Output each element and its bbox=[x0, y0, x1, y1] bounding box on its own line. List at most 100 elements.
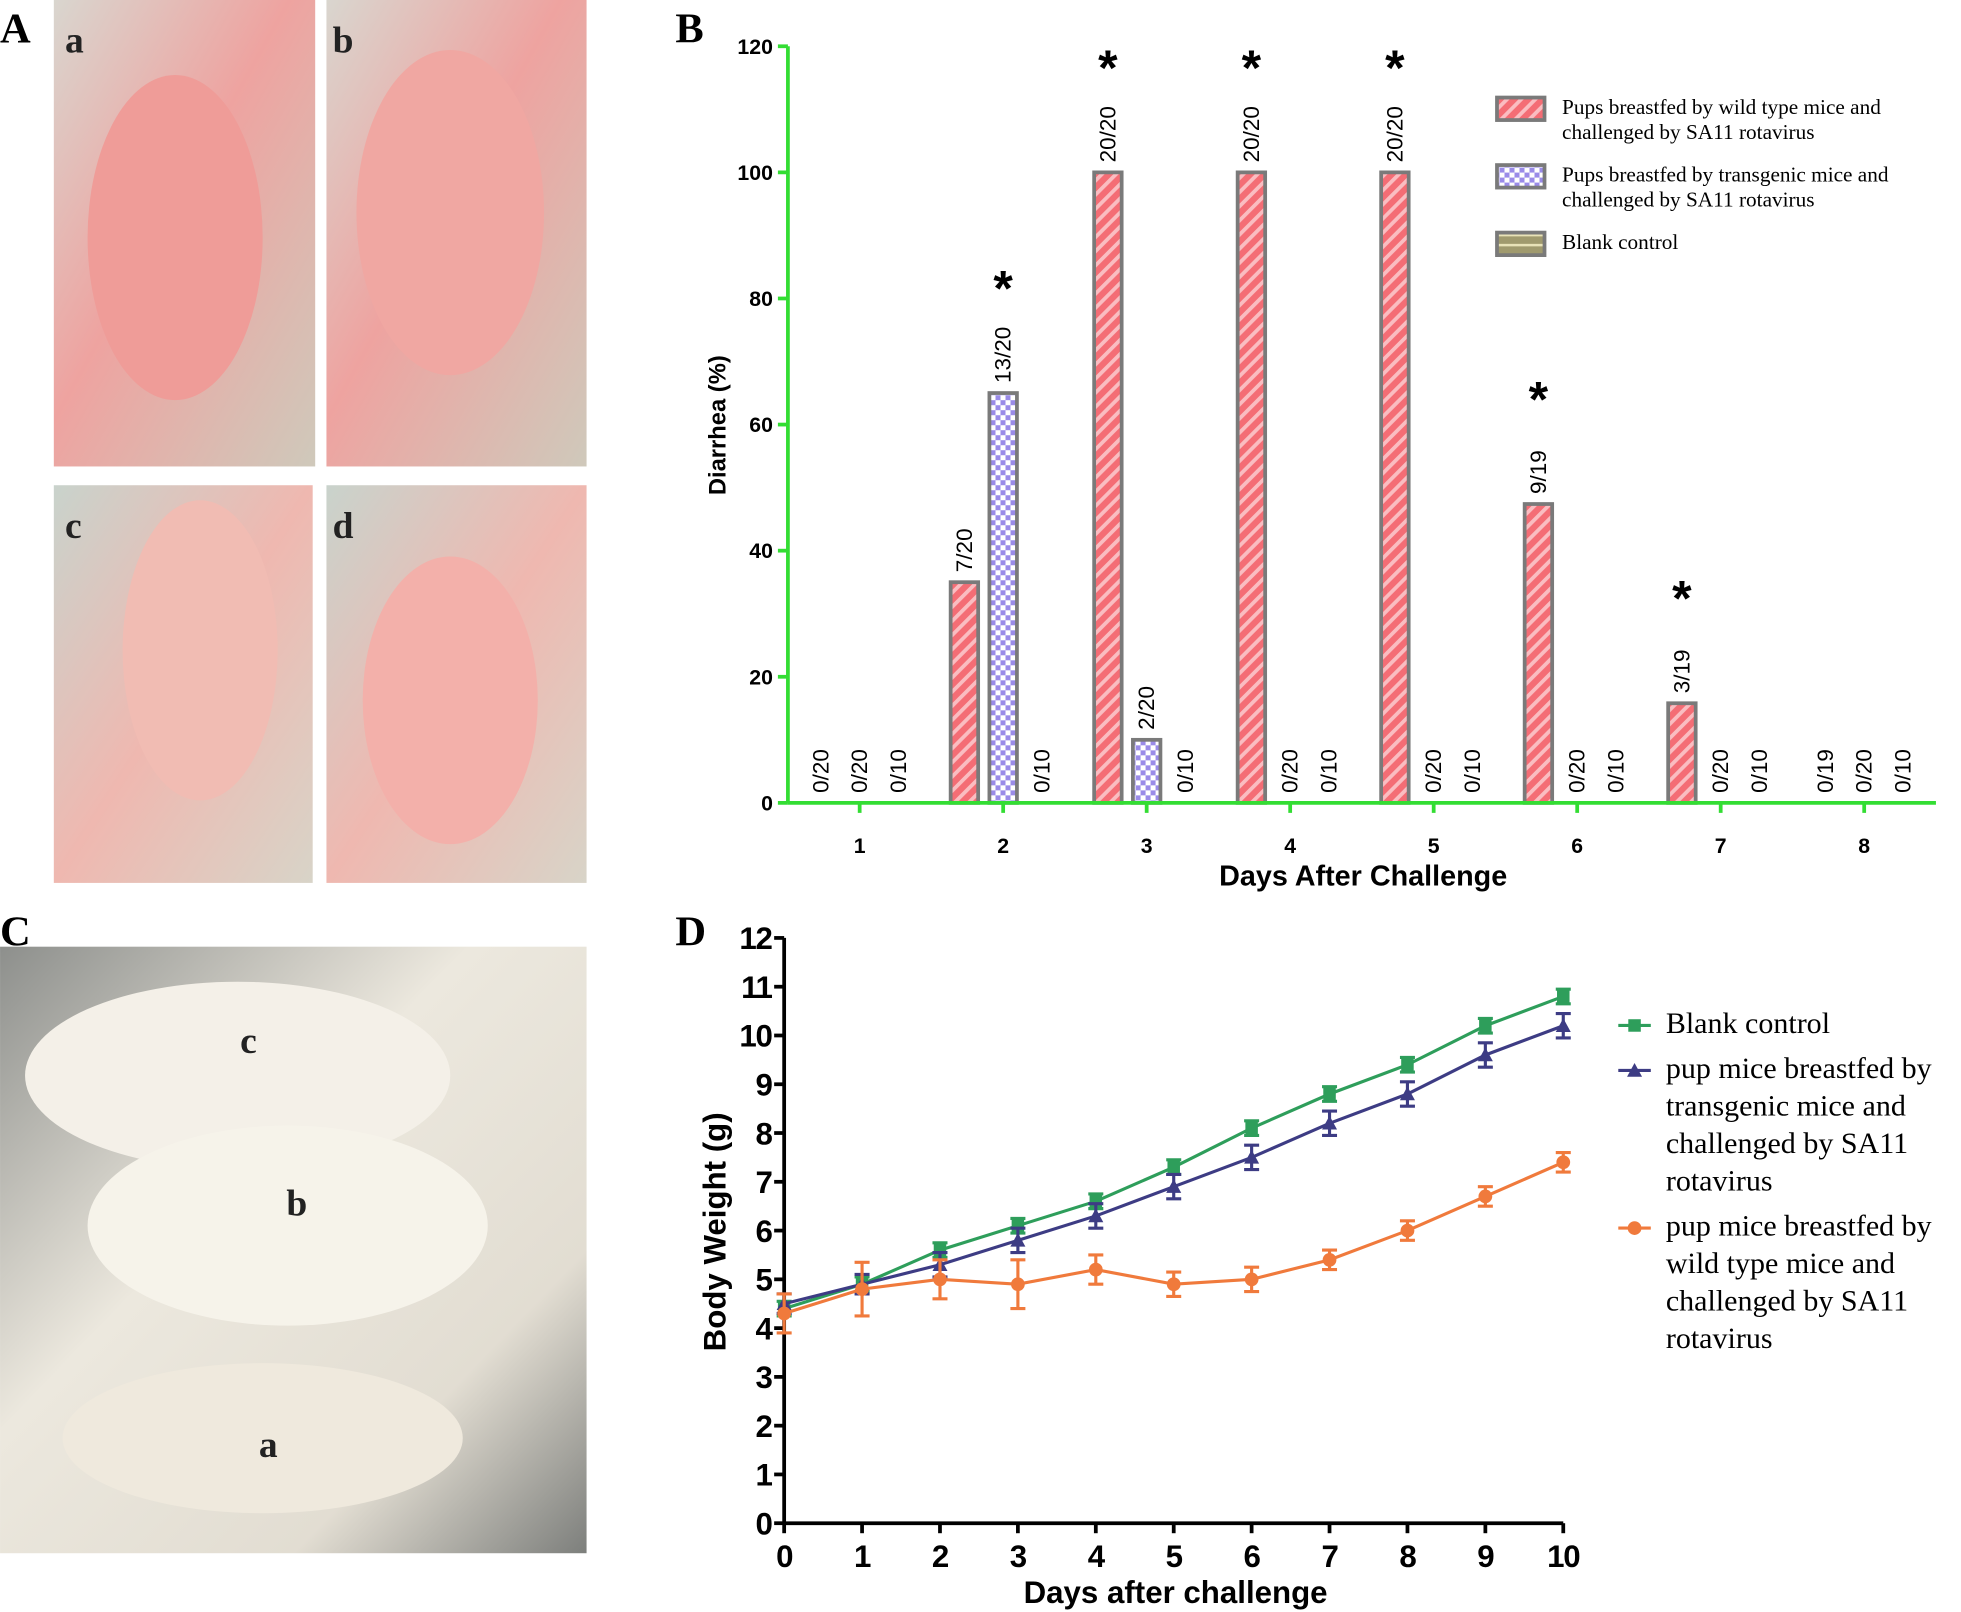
x-tick-label: 2 bbox=[932, 1539, 949, 1574]
bar bbox=[987, 391, 1019, 805]
panel-label: A bbox=[0, 6, 31, 53]
mouse-pup bbox=[362, 556, 538, 845]
value-label: 13/20 bbox=[991, 327, 1016, 383]
photo-label: b bbox=[286, 1184, 307, 1225]
marker bbox=[1244, 1272, 1259, 1287]
value-label: 0/20 bbox=[1278, 749, 1303, 793]
x-tick-label: 9 bbox=[1477, 1539, 1494, 1574]
x-axis-label: Days after challenge bbox=[1024, 1575, 1328, 1610]
bar bbox=[1666, 701, 1698, 805]
marker bbox=[1627, 1221, 1642, 1235]
marker bbox=[1322, 1252, 1337, 1267]
y-tick-label: 4 bbox=[756, 1311, 774, 1346]
y-tick-label: 40 bbox=[749, 539, 773, 563]
legend-box: Pups breastfed by wild type mice and cha… bbox=[1494, 95, 1957, 258]
legend-entry: Blank control bbox=[1494, 230, 1957, 258]
bar bbox=[1131, 737, 1163, 805]
marker bbox=[1088, 1208, 1104, 1223]
value-label: 0/20 bbox=[1565, 749, 1590, 793]
bar bbox=[1235, 170, 1268, 805]
marker bbox=[1088, 1262, 1103, 1277]
y-tick-label: 80 bbox=[749, 287, 773, 311]
value-label: 0/20 bbox=[847, 749, 872, 793]
legend-swatch-rect bbox=[1495, 230, 1547, 257]
bar bbox=[1522, 502, 1555, 805]
y-tick-label: 120 bbox=[737, 35, 772, 59]
value-label: 0/20 bbox=[808, 749, 833, 793]
legend-entry: Pups breastfed by wild type mice and cha… bbox=[1494, 95, 1957, 145]
panel-label: C bbox=[0, 908, 31, 955]
y-tick-label: 100 bbox=[737, 161, 772, 185]
value-label: 9/19 bbox=[1526, 450, 1551, 494]
x-tick-label: 3 bbox=[1010, 1539, 1027, 1574]
x-tick-label: 6 bbox=[1571, 834, 1583, 858]
x-tick-label: 1 bbox=[854, 834, 866, 858]
significance-star: * bbox=[1242, 40, 1262, 96]
mouse-pup bbox=[122, 500, 278, 801]
value-label: 0/10 bbox=[886, 749, 911, 793]
y-tick-label: 60 bbox=[749, 413, 773, 437]
marker bbox=[1011, 1277, 1025, 1292]
y-tick-label: 20 bbox=[749, 665, 773, 689]
bar bbox=[1379, 170, 1411, 805]
value-label: 0/20 bbox=[1708, 749, 1733, 793]
marker bbox=[1167, 1160, 1180, 1174]
value-label: 0/10 bbox=[1029, 749, 1054, 793]
legend-swatch-rect bbox=[1495, 95, 1547, 122]
legend-text: Blank control bbox=[1562, 230, 1679, 254]
x-tick-label: 5 bbox=[1428, 834, 1440, 858]
marker bbox=[1245, 1121, 1258, 1135]
legend-entry: pup mice breastfed by transgenic mice an… bbox=[1613, 1050, 1961, 1200]
photo-label: a bbox=[259, 1425, 278, 1466]
x-axis-label: Days After Challenge bbox=[1219, 860, 1507, 892]
y-tick-label: 8 bbox=[756, 1116, 773, 1151]
y-axis-label: Diarrhea (%) bbox=[704, 355, 731, 495]
legend: Blank control pup mice breastfed by trans… bbox=[1613, 1005, 1961, 1358]
legend: Pups breastfed by wild type mice and cha… bbox=[1494, 95, 1957, 258]
legend-swatch bbox=[1495, 163, 1547, 190]
significance-star: * bbox=[1385, 40, 1405, 96]
marker bbox=[1401, 1058, 1414, 1071]
x-tick-label: 4 bbox=[1284, 834, 1296, 858]
legend-text: Pups breastfed by wild type mice and cha… bbox=[1562, 95, 1881, 144]
value-label: 0/20 bbox=[1852, 749, 1877, 793]
marker bbox=[1399, 1086, 1415, 1101]
legend-swatch bbox=[1618, 1019, 1651, 1032]
mouse-pup bbox=[356, 50, 545, 376]
marker bbox=[1555, 1018, 1571, 1032]
significance-star: * bbox=[993, 261, 1013, 317]
x-tick-label: 7 bbox=[1715, 834, 1727, 858]
marker bbox=[1323, 1087, 1336, 1101]
marker bbox=[1477, 1047, 1493, 1062]
legend-text: Pups breastfed by transgenic mice and ch… bbox=[1562, 162, 1889, 212]
marker bbox=[1010, 1232, 1026, 1247]
legend-entry: Blank control bbox=[1613, 1005, 1961, 1043]
value-label: 0/20 bbox=[1421, 749, 1446, 793]
y-tick-label: 7 bbox=[756, 1165, 772, 1200]
x-tick-label: 2 bbox=[997, 834, 1009, 858]
y-tick-label: 11 bbox=[741, 970, 772, 1005]
marker bbox=[855, 1282, 869, 1296]
x-tick-label: 6 bbox=[1244, 1539, 1261, 1574]
marker bbox=[1628, 1019, 1641, 1032]
photo-label: c bbox=[240, 1021, 257, 1062]
rat bbox=[87, 1125, 488, 1326]
value-label: 20/20 bbox=[1095, 106, 1120, 162]
marker bbox=[1244, 1149, 1260, 1164]
x-tick-label: 10 bbox=[1547, 1539, 1580, 1574]
value-label: 0/10 bbox=[1460, 749, 1485, 793]
value-label: 2/20 bbox=[1134, 686, 1159, 730]
legend-swatch bbox=[1495, 230, 1547, 257]
legend-text: pup mice breastfed by wild type mice and… bbox=[1665, 1210, 1932, 1356]
photo-label: b bbox=[333, 21, 354, 62]
x-tick-label: 8 bbox=[1858, 834, 1870, 858]
legend-entry: pup mice breastfed by wild type mice and… bbox=[1613, 1208, 1961, 1358]
panel-label: D bbox=[675, 908, 706, 955]
marker bbox=[1556, 1155, 1571, 1170]
bar bbox=[948, 580, 981, 805]
y-axis-label: Body Weight (g) bbox=[697, 1112, 732, 1351]
value-label: 0/10 bbox=[1603, 749, 1628, 793]
marker bbox=[1166, 1277, 1181, 1292]
y-tick-label: 1 bbox=[756, 1458, 773, 1493]
y-tick-label: 3 bbox=[756, 1360, 773, 1395]
